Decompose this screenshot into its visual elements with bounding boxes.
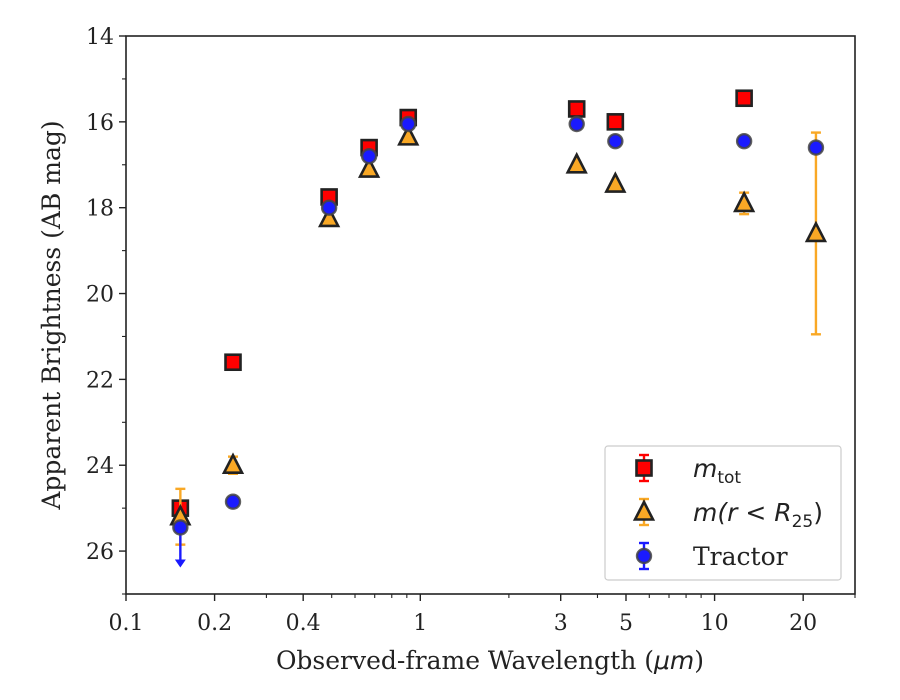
legend-marker	[635, 547, 653, 565]
data-point	[732, 190, 756, 213]
data-point	[607, 132, 624, 150]
x-tick-label: 5	[619, 611, 633, 636]
series-circle	[172, 115, 825, 568]
data-point	[357, 156, 381, 178]
upper-limit-arrow-head	[174, 559, 186, 568]
plot-frame	[125, 35, 856, 595]
y-tick-label: 16	[86, 111, 114, 136]
y-tick-label: 26	[86, 540, 114, 565]
data-point	[221, 452, 245, 475]
data-marks	[169, 89, 828, 568]
legend-marker	[635, 459, 653, 477]
x-tick-label: 0.4	[286, 611, 321, 636]
legend-marker	[632, 499, 656, 521]
data-point	[807, 139, 825, 156]
x-tick-label: 3	[554, 611, 568, 636]
data-point	[397, 124, 420, 146]
x-axis-title-unit: μm	[653, 646, 694, 675]
x-tick-label: 1	[413, 611, 427, 636]
x-axis-title-close: )	[694, 646, 704, 675]
data-point	[735, 132, 753, 150]
data-point	[567, 100, 586, 118]
legend-label: m(r < R25)	[693, 498, 823, 532]
legend-label-base: m(r < R	[693, 498, 792, 527]
x-tick-label: 0.1	[109, 611, 144, 636]
data-point	[360, 147, 378, 165]
data-point	[400, 115, 417, 133]
data-point	[804, 220, 828, 243]
x-axis-title-text: Observed-frame Wavelength (	[276, 646, 654, 675]
x-tick-label: 10	[701, 611, 729, 636]
data-point	[565, 151, 588, 174]
data-point	[317, 205, 341, 228]
data-point	[604, 171, 627, 193]
y-tick-label: 20	[86, 283, 114, 308]
data-point	[224, 353, 242, 372]
legend-box	[604, 445, 842, 581]
y-tick-label: 24	[86, 454, 114, 479]
legend-label: Tractor	[693, 542, 788, 571]
data-point	[735, 89, 753, 108]
legend-label: mtot	[693, 454, 741, 488]
y-axis-title: Apparent Brightness (AB mag)	[37, 120, 66, 510]
x-axis-title: Observed-frame Wavelength (μm)	[276, 646, 704, 675]
data-point	[606, 113, 625, 131]
data-point	[320, 199, 338, 216]
data-point	[172, 519, 189, 536]
legend-label-close: )	[813, 498, 823, 527]
legend-label-subscript: 25	[792, 512, 814, 532]
y-tick-label: 14	[86, 25, 114, 50]
x-tick-label: 0.2	[197, 611, 232, 636]
y-tick-label: 22	[86, 368, 114, 393]
data-point	[568, 115, 585, 133]
y-tick-label: 18	[86, 197, 114, 222]
x-tick-label: 20	[789, 611, 817, 636]
legend: mtot m(r < R25) Tractor	[604, 445, 842, 581]
axis-ticks: 0.1 0.2 0.4 1 3 5 10 20 14 16 18 20 22 24 26	[86, 25, 856, 636]
legend-label-subscript: tot	[717, 468, 741, 488]
data-point	[224, 493, 242, 510]
legend-label-base: Tractor	[693, 542, 788, 571]
legend-items: mtot m(r < R25) Tractor	[632, 453, 823, 571]
legend-label-base: m	[693, 454, 717, 483]
